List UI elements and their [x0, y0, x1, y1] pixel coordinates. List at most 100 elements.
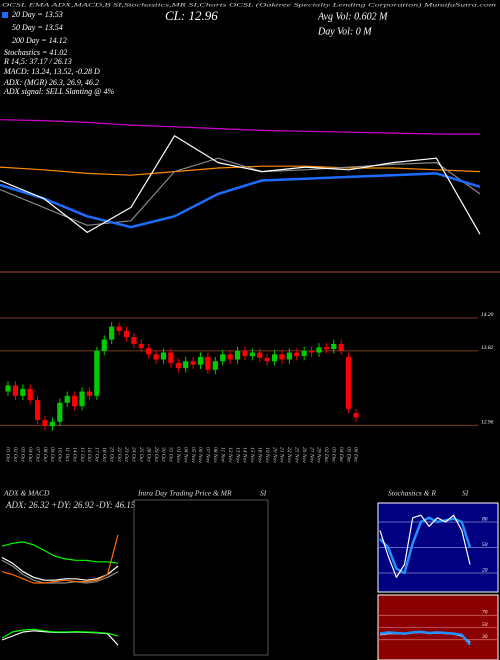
candle-body: [308, 350, 315, 353]
candle-body: [353, 413, 359, 418]
stochastics-text: Stochastics = 41.02: [4, 48, 67, 57]
legend-icon: [2, 12, 8, 18]
x-tick-label: 12 Nov: [227, 447, 233, 463]
avg-vol-text: Avg Vol: 0.602 M: [317, 11, 388, 22]
adx-values: ADX: 26.32 +DY: 26.92 -DY: 46.15: [5, 500, 136, 510]
candle-body: [205, 356, 211, 370]
candle-body: [301, 350, 307, 357]
x-tick-label: 03 Oct: [20, 447, 26, 462]
candle-body: [345, 356, 352, 409]
candle-body: [257, 352, 263, 358]
candle-body: [175, 362, 181, 369]
candle-body: [212, 361, 218, 370]
candle-body: [338, 343, 344, 351]
candle-body: [116, 326, 122, 331]
x-tick-label: 18 Oct: [101, 447, 107, 462]
candle-body: [109, 326, 115, 340]
candle-body: [220, 354, 226, 362]
y-tick-label: 30: [481, 634, 488, 640]
x-tick-label: 06 Nov: [197, 447, 203, 463]
x-tick-label: 11 Nov: [219, 447, 225, 463]
adx-signal-text: ADX signal: SELL Slanting @ 4%: [3, 87, 114, 96]
x-tick-label: 21 Oct: [108, 447, 114, 462]
candle-body: [64, 395, 70, 403]
y-tick-label: 70: [482, 610, 488, 616]
candle-body: [79, 391, 85, 407]
candle-body: [42, 420, 48, 427]
x-tick-label: 27 Nov: [308, 447, 314, 463]
intraday-title-2: SI: [260, 489, 267, 498]
x-tick-label: 06 Dec: [353, 447, 359, 463]
x-tick-label: 04 Oct: [27, 447, 34, 462]
x-tick-label: 15 Oct: [79, 447, 85, 462]
y-tick-label: 12.96: [481, 419, 494, 425]
candle-body: [264, 357, 270, 362]
candle-body: [20, 388, 26, 396]
candle-body: [316, 347, 322, 353]
macd-text: MACD: 13.24, 13.52, -0.28 D: [3, 67, 100, 76]
x-tick-label: 30 Oct: [160, 446, 166, 462]
series-line: [0, 119, 480, 135]
series-line: [1, 556, 119, 581]
x-tick-label: 23 Oct: [123, 447, 129, 462]
x-tick-label: 01 Oct: [5, 447, 11, 462]
candle-body: [72, 395, 78, 407]
candle-body: [190, 361, 196, 365]
series-line: [1, 628, 119, 639]
x-tick-label: 13 Nov: [234, 447, 240, 463]
y-tick-label: 50: [482, 622, 488, 628]
candle-body: [271, 354, 278, 362]
x-tick-label: 02 Oct: [12, 447, 18, 462]
series-line: [379, 630, 471, 646]
x-tick-label: 31 Oct: [168, 446, 174, 462]
candle-body: [138, 343, 144, 349]
candle-body: [153, 354, 159, 360]
x-tick-label: 07 Oct: [34, 447, 40, 462]
candle-body: [286, 352, 292, 360]
candle-body: [5, 385, 11, 392]
candle-body: [86, 391, 93, 396]
x-tick-label: 08 Nov: [212, 447, 218, 463]
x-tick-label: 03 Dec: [331, 447, 337, 463]
stoch-title-2: SI: [462, 489, 469, 498]
x-tick-label: 08 Oct: [42, 447, 48, 462]
series-line: [0, 157, 481, 226]
x-tick-label: 04 Nov: [182, 447, 189, 463]
candle-body: [331, 343, 337, 350]
y-tick-label: 20: [482, 567, 488, 573]
x-tick-label: 20 Nov: [271, 447, 277, 463]
series-line: [0, 135, 481, 235]
candle-body: [183, 361, 189, 369]
day-vol-text: Day Vol: 0 M: [317, 26, 372, 37]
series-line: [1, 541, 119, 564]
x-tick-label: 21 Nov: [279, 447, 285, 463]
candle-body: [94, 350, 100, 396]
x-tick-label: 05 Nov: [190, 447, 196, 463]
series-line: [1, 559, 119, 584]
intraday-box: [133, 499, 269, 656]
x-tick-label: 29 Nov: [316, 447, 322, 463]
banner: OCSL EMA ADX,MACD,B SI,Stochastics,MR SI…: [2, 1, 496, 8]
candle-body: [49, 421, 56, 427]
x-tick-label: 29 Oct: [153, 447, 159, 462]
series-line: [0, 172, 481, 229]
x-tick-label: 18 Nov: [256, 447, 262, 463]
stoch-title: Stochastics & R: [388, 489, 436, 498]
y-tick-label: 14.20: [481, 311, 494, 318]
x-tick-label: 15 Nov: [249, 447, 255, 463]
candle-body: [12, 385, 19, 396]
candle-body: [234, 350, 241, 360]
x-tick-label: 14 Nov: [242, 447, 249, 463]
adx-text: ADX: (MGR) 26.3, 26.9, 46.2: [3, 78, 99, 87]
candle-body: [160, 352, 167, 360]
x-tick-label: 28 Oct: [145, 447, 151, 462]
ma50-text: 50 Day = 13.54: [12, 23, 63, 32]
x-tick-label: 24 Oct: [131, 447, 138, 462]
candle-body: [323, 347, 329, 350]
x-tick-label: 02 Dec: [323, 447, 329, 463]
close-text: CL: 12.96: [165, 8, 218, 23]
x-tick-label: 16 Oct: [86, 447, 92, 462]
series-line: [1, 534, 119, 584]
candle-body: [227, 354, 233, 360]
